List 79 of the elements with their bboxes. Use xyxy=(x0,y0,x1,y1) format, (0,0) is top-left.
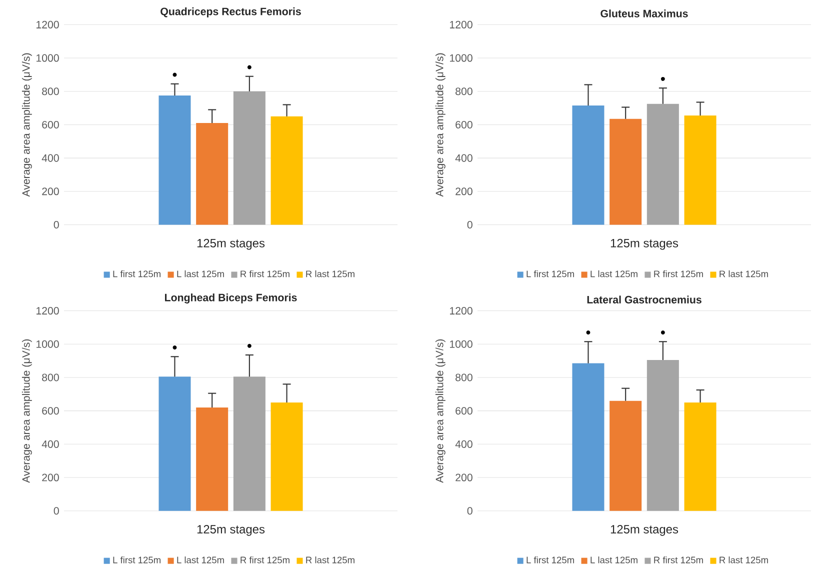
bar xyxy=(196,407,228,511)
bar xyxy=(270,116,303,225)
data-label: • xyxy=(247,65,252,70)
y-tick-label: 200 xyxy=(456,188,472,196)
y-tick-label: 1000 xyxy=(450,340,472,348)
bar xyxy=(646,360,679,511)
chart-title: Gluteus Maximus xyxy=(600,9,688,18)
y-tick-label: 400 xyxy=(42,440,59,448)
y-tick-label: 200 xyxy=(42,474,59,482)
data-label: • xyxy=(172,345,177,350)
y-tick-label: 1200 xyxy=(36,20,59,28)
y-axis-title: Average area amplitude (μV/s) xyxy=(22,53,32,197)
y-tick-label: 800 xyxy=(456,87,472,96)
legend-label: R first 125m xyxy=(240,270,290,278)
bar xyxy=(610,118,642,225)
y-tick-label: 200 xyxy=(456,474,472,482)
y-tick-label: 800 xyxy=(42,87,59,96)
y-tick-label: 1000 xyxy=(36,340,59,348)
y-tick-label: 400 xyxy=(455,154,472,162)
y-tick-label: 0 xyxy=(467,220,472,228)
y-tick-label: 600 xyxy=(42,120,59,128)
legend-label: L first 125m xyxy=(113,270,160,278)
y-tick-label: 400 xyxy=(455,440,472,448)
chart-title: Longhead Biceps Femoris xyxy=(165,293,297,304)
legend-label: R first 125m xyxy=(654,270,703,278)
x-axis-title: 125m stages xyxy=(197,238,265,250)
legend-label: L last 125m xyxy=(177,270,224,278)
y-tick-label: 0 xyxy=(467,506,472,515)
y-axis-title: Average area amplitude (μV/s) xyxy=(435,339,446,483)
y-tick-label: 800 xyxy=(42,374,59,382)
y-tick-label: 400 xyxy=(42,154,59,162)
y-tick-label: 600 xyxy=(456,120,472,128)
bar xyxy=(610,400,642,511)
y-tick-label: 1000 xyxy=(450,54,472,62)
x-axis-title: 125m stages xyxy=(197,524,265,536)
y-tick-label: 0 xyxy=(54,506,59,515)
bar xyxy=(270,402,303,511)
y-tick-label: 200 xyxy=(42,188,59,196)
bar xyxy=(233,376,266,511)
legend-label: L first 125m xyxy=(113,556,160,564)
y-axis-title: Average area amplitude (μV/s) xyxy=(435,53,446,197)
legend-label: R last 125m xyxy=(720,270,768,278)
legend-label: R last 125m xyxy=(306,270,354,278)
bar xyxy=(646,104,679,225)
y-tick-label: 1200 xyxy=(36,306,59,314)
y-tick-label: 1200 xyxy=(450,20,472,28)
bar xyxy=(572,105,604,225)
legend-label: R first 125m xyxy=(654,556,703,564)
data-label: • xyxy=(172,72,177,77)
data-label: • xyxy=(660,76,665,81)
y-axis-title: Average area amplitude (μV/s) xyxy=(22,339,32,483)
x-axis-title: 125m stages xyxy=(610,238,678,250)
y-tick-label: 1000 xyxy=(36,54,59,62)
legend-label: R first 125m xyxy=(240,556,290,564)
data-label: • xyxy=(247,344,252,348)
bar xyxy=(684,402,716,511)
bar xyxy=(572,363,604,511)
y-tick-label: 600 xyxy=(456,406,472,414)
legend-label: R last 125m xyxy=(720,556,768,564)
bar xyxy=(158,376,191,511)
legend-label: L last 125m xyxy=(177,556,224,564)
legend-label: R last 125m xyxy=(306,556,354,564)
chart-title: Quadriceps Rectus Femoris xyxy=(160,7,301,18)
y-tick-label: 600 xyxy=(42,406,59,414)
bar xyxy=(233,91,266,225)
y-tick-label: 0 xyxy=(54,220,59,228)
legend-label: L first 125m xyxy=(526,556,574,564)
legend-label: L last 125m xyxy=(590,556,638,564)
x-axis-title: 125m stages xyxy=(610,524,678,536)
bar xyxy=(684,115,716,225)
legend-label: L first 125m xyxy=(526,270,574,278)
legend-label: L last 125m xyxy=(590,270,638,278)
chart-title: Lateral Gastrocnemius xyxy=(587,296,702,304)
bar xyxy=(158,95,191,225)
y-tick-label: 1200 xyxy=(450,306,472,314)
y-tick-label: 800 xyxy=(456,374,472,382)
bar xyxy=(196,122,228,225)
data-label: • xyxy=(586,330,590,334)
data-label: • xyxy=(660,330,665,334)
